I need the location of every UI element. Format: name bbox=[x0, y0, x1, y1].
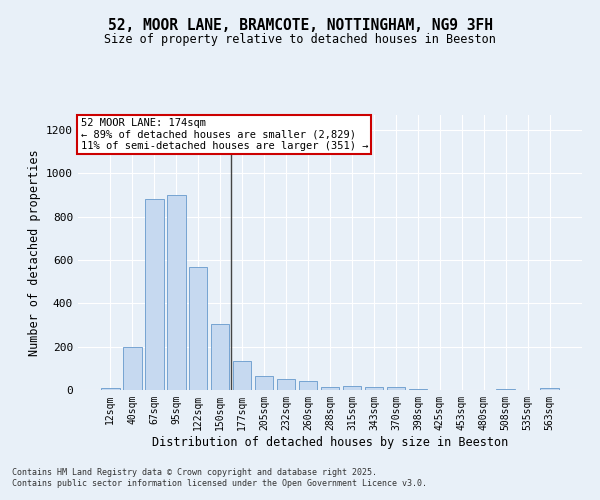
Bar bbox=[496, 389, 515, 390]
Text: Size of property relative to detached houses in Beeston: Size of property relative to detached ho… bbox=[104, 32, 496, 46]
Bar bbox=[365, 386, 383, 390]
Bar bbox=[145, 200, 164, 390]
Bar bbox=[386, 387, 405, 390]
Bar bbox=[189, 266, 208, 390]
Bar bbox=[409, 388, 427, 390]
Text: 52, MOOR LANE, BRAMCOTE, NOTTINGHAM, NG9 3FH: 52, MOOR LANE, BRAMCOTE, NOTTINGHAM, NG9… bbox=[107, 18, 493, 32]
Bar bbox=[167, 195, 185, 390]
Bar bbox=[233, 361, 251, 390]
Bar bbox=[277, 379, 295, 390]
X-axis label: Distribution of detached houses by size in Beeston: Distribution of detached houses by size … bbox=[152, 436, 508, 448]
Bar bbox=[255, 376, 274, 390]
Bar bbox=[541, 388, 559, 390]
Bar bbox=[211, 324, 229, 390]
Bar bbox=[299, 381, 317, 390]
Y-axis label: Number of detached properties: Number of detached properties bbox=[28, 149, 41, 356]
Bar bbox=[123, 346, 142, 390]
Bar bbox=[343, 386, 361, 390]
Text: Contains HM Land Registry data © Crown copyright and database right 2025.
Contai: Contains HM Land Registry data © Crown c… bbox=[12, 468, 427, 487]
Bar bbox=[320, 388, 340, 390]
Bar bbox=[101, 388, 119, 390]
Text: 52 MOOR LANE: 174sqm
← 89% of detached houses are smaller (2,829)
11% of semi-de: 52 MOOR LANE: 174sqm ← 89% of detached h… bbox=[80, 118, 368, 151]
